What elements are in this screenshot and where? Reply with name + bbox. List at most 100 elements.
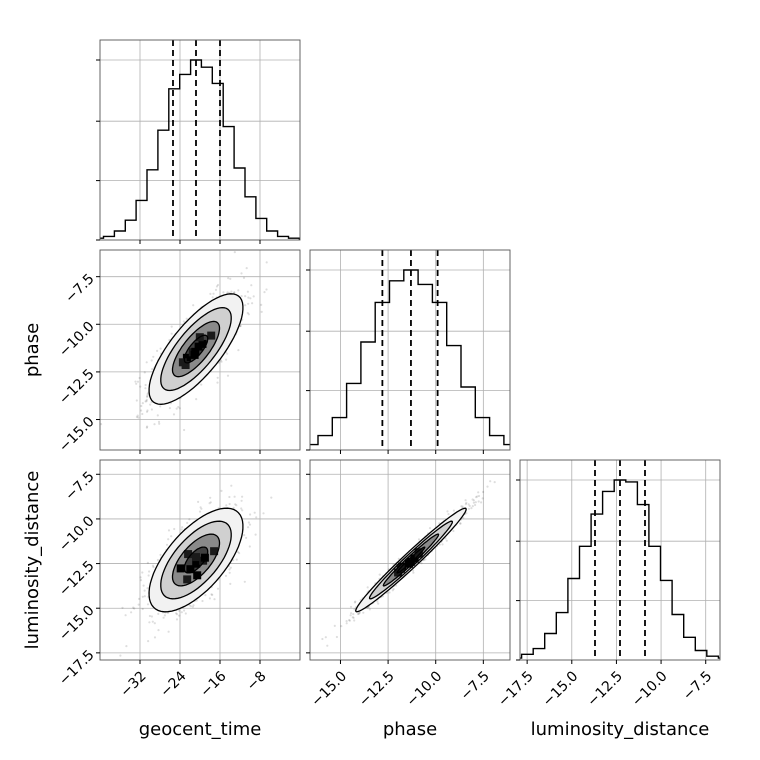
sample-point (489, 480, 492, 483)
sample-point (189, 605, 192, 608)
sample-point (138, 376, 141, 380)
sample-point (243, 580, 246, 583)
sample-point (140, 409, 143, 412)
sample-point (168, 407, 171, 410)
sample-point (417, 538, 421, 541)
sample-point (493, 481, 496, 484)
sample-point (220, 489, 223, 492)
sample-point (240, 272, 243, 275)
contour-line (148, 507, 244, 613)
sample-point (353, 601, 356, 604)
sample-point (245, 536, 248, 540)
sample-point (480, 501, 483, 504)
sample-point (210, 593, 213, 596)
sample-point (151, 620, 154, 623)
sample-point (200, 507, 203, 510)
sample-point (225, 504, 228, 507)
sample-point (353, 619, 356, 622)
sample-point (139, 385, 142, 388)
sample-point (236, 550, 239, 554)
sample-point (146, 394, 149, 397)
sample-point (159, 405, 162, 408)
density-cell (186, 565, 195, 574)
sample-point (235, 504, 238, 507)
sample-point (356, 612, 360, 616)
contour-line (171, 320, 221, 378)
density-cell (183, 575, 192, 584)
y-tick-label-phase: −15.0 (56, 414, 98, 456)
sample-point (467, 503, 470, 506)
sample-point (239, 324, 242, 328)
sample-point (216, 283, 220, 287)
sample-point (366, 586, 369, 589)
sample-point (228, 568, 231, 571)
sample-point (345, 622, 348, 625)
y-axis-label-phase: phase (22, 323, 43, 377)
sample-point (136, 380, 140, 383)
sample-point (139, 576, 142, 579)
sample-point (156, 558, 159, 562)
sample-point (143, 595, 146, 598)
histogram-panel-luminosity_distance (516, 459, 721, 664)
sample-point (146, 587, 149, 590)
density-cell (414, 549, 423, 558)
sample-point (321, 637, 324, 641)
sample-point (152, 566, 155, 569)
sample-point (157, 420, 161, 423)
sample-point (424, 558, 427, 561)
sample-point (167, 529, 171, 532)
sample-point (145, 410, 149, 413)
sample-point (482, 490, 485, 494)
sample-point (175, 407, 178, 410)
sample-point (255, 516, 258, 519)
sample-point (265, 288, 268, 291)
sample-point (146, 561, 149, 564)
sample-point (464, 503, 467, 506)
sample-point (135, 415, 138, 419)
sample-point (200, 383, 203, 386)
sample-point (138, 597, 141, 601)
density-cell (176, 564, 185, 573)
sample-point (244, 304, 247, 307)
x-axis-label-geocent_time: geocent_time (139, 719, 262, 740)
sample-point (150, 408, 153, 411)
sample-point (151, 368, 154, 371)
sample-point (228, 495, 231, 499)
sample-point (139, 579, 143, 582)
histogram-panel-geocent_time (96, 39, 301, 244)
sample-point (452, 529, 455, 533)
sample-point (240, 499, 243, 502)
sample-point (248, 545, 251, 548)
sample-point (349, 605, 353, 608)
sample-point (199, 506, 202, 509)
sample-point (216, 376, 219, 379)
sample-point (465, 512, 468, 515)
contour-line (355, 507, 467, 613)
panel-frame (99, 459, 301, 661)
sample-point (141, 402, 144, 405)
sample-point (170, 535, 173, 538)
sample-point (263, 291, 266, 294)
y-tick-label-luminosity_distance: −15.0 (56, 603, 98, 645)
x-tick-label-phase: −12.5 (356, 668, 398, 710)
sample-point (178, 614, 181, 617)
density-cell (190, 350, 199, 359)
sample-point (144, 383, 147, 387)
sample-point (477, 500, 480, 503)
panel-frame (99, 39, 301, 241)
sample-point (170, 325, 173, 328)
y-tick-label-luminosity_distance: −12.5 (56, 558, 98, 600)
sample-point (165, 543, 169, 546)
sample-point (183, 609, 186, 612)
sample-point (134, 380, 137, 383)
density-cell (192, 553, 200, 562)
sample-point (226, 374, 230, 377)
density-cell (194, 342, 203, 351)
sample-point (204, 594, 207, 597)
sample-point (228, 502, 231, 506)
sample-point (234, 503, 237, 506)
sample-point (148, 621, 151, 624)
sample-point (145, 361, 148, 364)
sample-point (197, 500, 200, 503)
sample-point (146, 393, 149, 396)
